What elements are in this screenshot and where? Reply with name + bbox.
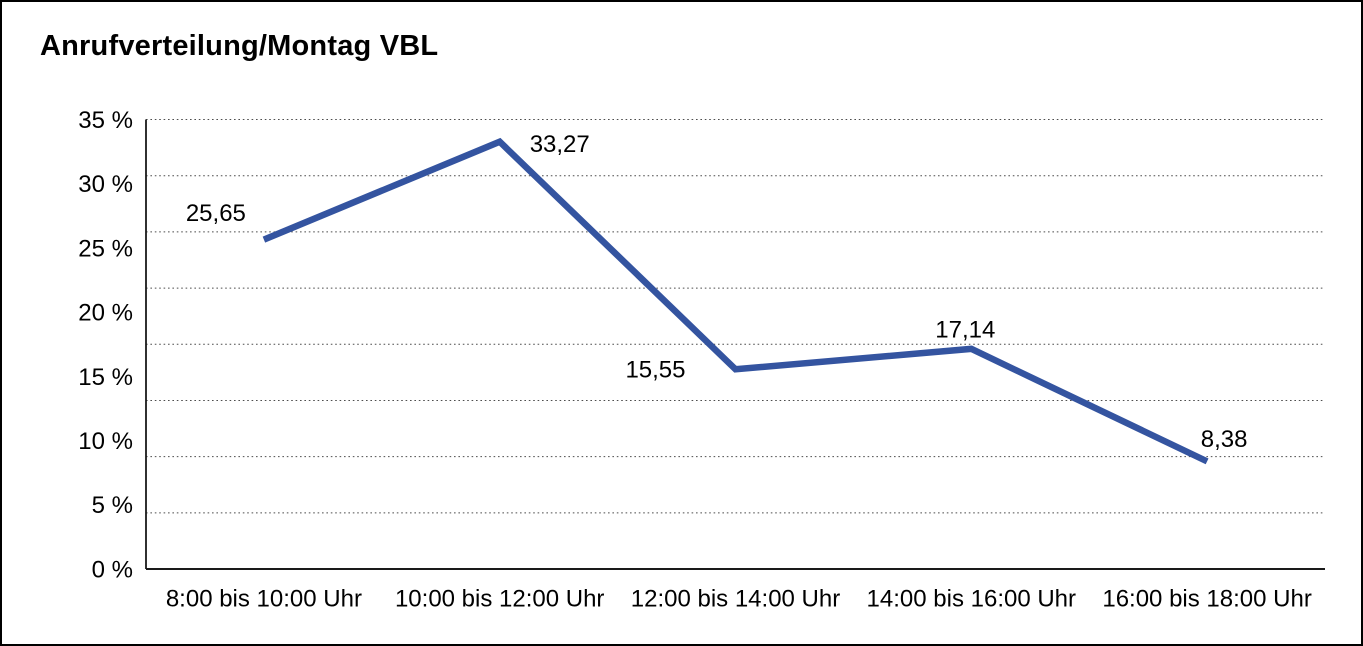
chart-title: Anrufverteilung/Montag VBL <box>40 30 439 62</box>
y-tick-label: 25 % <box>78 235 133 262</box>
x-category-label: 12:00 bis 14:00 Uhr <box>631 585 840 612</box>
data-label: 33,27 <box>530 131 590 158</box>
x-category-label: 8:00 bis 10:00 Uhr <box>166 585 362 612</box>
y-tick-label: 20 % <box>78 300 133 327</box>
y-tick-label: 35 % <box>78 107 133 134</box>
x-category-label: 16:00 bis 18:00 Uhr <box>1102 585 1311 612</box>
y-tick-label: 5 % <box>92 492 133 519</box>
y-tick-label: 30 % <box>78 171 133 198</box>
data-label: 15,55 <box>625 357 685 384</box>
y-tick-label: 15 % <box>78 364 133 391</box>
data-label: 25,65 <box>186 200 246 227</box>
x-category-label: 14:00 bis 16:00 Uhr <box>867 585 1076 612</box>
y-tick-label: 10 % <box>78 428 133 455</box>
data-label: 17,14 <box>935 316 995 343</box>
y-tick-label: 0 % <box>92 556 133 583</box>
x-category-label: 10:00 bis 12:00 Uhr <box>395 585 604 612</box>
series-line <box>262 137 1209 465</box>
data-label: 8,38 <box>1201 426 1248 453</box>
